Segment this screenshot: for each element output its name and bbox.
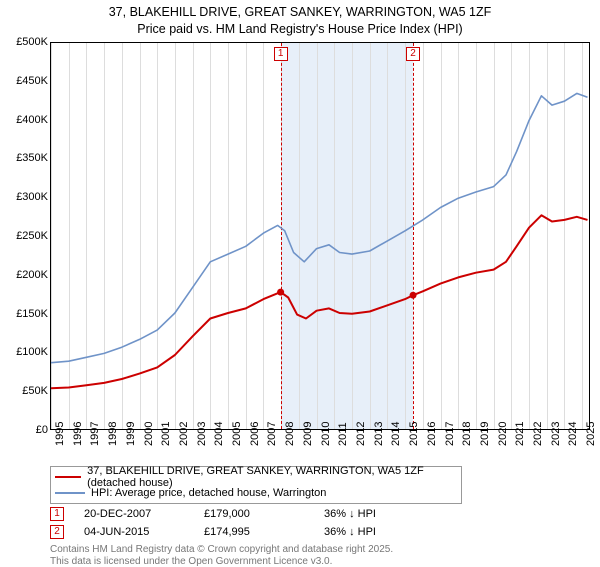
x-tick-label: 2005 [231, 422, 243, 446]
x-tick-label: 2013 [373, 422, 385, 446]
table-row: 2 04-JUN-2015 £174,995 36% ↓ HPI [50, 524, 424, 540]
x-tick-label: 2002 [178, 422, 190, 446]
chart-title: 37, BLAKEHILL DRIVE, GREAT SANKEY, WARRI… [0, 0, 600, 38]
y-tick-label: £300K [2, 191, 48, 203]
x-tick-label: 1999 [125, 422, 137, 446]
title-line2: Price paid vs. HM Land Registry's House … [137, 22, 462, 36]
y-tick-label: £350K [2, 152, 48, 164]
x-tick-label: 2008 [284, 422, 296, 446]
attribution: Contains HM Land Registry data © Crown c… [50, 544, 393, 567]
transactions-table: 1 20-DEC-2007 £179,000 36% ↓ HPI 2 04-JU… [50, 506, 424, 542]
x-tick-label: 1998 [107, 422, 119, 446]
plot-area: 12 [50, 42, 590, 430]
y-tick-label: £150K [2, 308, 48, 320]
x-tick-label: 2007 [266, 422, 278, 446]
y-tick-label: £100K [2, 346, 48, 358]
attribution-line2: This data is licensed under the Open Gov… [50, 556, 332, 567]
y-tick-label: £250K [2, 230, 48, 242]
chart-container: 37, BLAKEHILL DRIVE, GREAT SANKEY, WARRI… [0, 0, 600, 560]
sale-point [277, 289, 284, 296]
legend-swatch-property [55, 476, 81, 478]
y-tick-label: £50K [2, 385, 48, 397]
table-row: 1 20-DEC-2007 £179,000 36% ↓ HPI [50, 506, 424, 522]
x-tick-label: 2021 [514, 422, 526, 446]
x-tick-label: 2001 [160, 422, 172, 446]
x-tick-label: 1997 [89, 422, 101, 446]
sale-pct: 36% ↓ HPI [324, 508, 424, 520]
y-tick-label: £400K [2, 114, 48, 126]
x-tick-label: 2024 [567, 422, 579, 446]
legend-label-hpi: HPI: Average price, detached house, Warr… [91, 487, 326, 499]
series-hpi [51, 93, 588, 362]
x-tick-label: 2018 [461, 422, 473, 446]
series-property [51, 215, 588, 388]
series-svg [51, 43, 591, 431]
x-tick-label: 1995 [54, 422, 66, 446]
x-tick-label: 2016 [426, 422, 438, 446]
x-tick-label: 1996 [72, 422, 84, 446]
attribution-line1: Contains HM Land Registry data © Crown c… [50, 544, 393, 555]
sale-pct: 36% ↓ HPI [324, 526, 424, 538]
x-tick-label: 2004 [213, 422, 225, 446]
x-tick-label: 2023 [550, 422, 562, 446]
y-tick-label: £450K [2, 75, 48, 87]
x-tick-label: 2019 [479, 422, 491, 446]
x-tick-label: 2011 [337, 422, 349, 446]
legend-swatch-hpi [55, 492, 85, 494]
legend-label-property: 37, BLAKEHILL DRIVE, GREAT SANKEY, WARRI… [87, 465, 457, 489]
y-tick-label: £0 [2, 424, 48, 436]
x-tick-label: 2012 [355, 422, 367, 446]
sale-marker-2: 2 [50, 525, 64, 539]
x-tick-label: 2022 [532, 422, 544, 446]
legend: 37, BLAKEHILL DRIVE, GREAT SANKEY, WARRI… [50, 466, 462, 504]
y-tick-label: £500K [2, 36, 48, 48]
x-tick-label: 2003 [196, 422, 208, 446]
x-tick-label: 2000 [143, 422, 155, 446]
sale-date: 04-JUN-2015 [84, 526, 204, 538]
x-tick-label: 2014 [390, 422, 402, 446]
title-line1: 37, BLAKEHILL DRIVE, GREAT SANKEY, WARRI… [109, 5, 492, 19]
y-tick-label: £200K [2, 269, 48, 281]
x-tick-label: 2009 [302, 422, 314, 446]
sale-price: £179,000 [204, 508, 324, 520]
x-tick-label: 2015 [408, 422, 420, 446]
x-tick-label: 2010 [320, 422, 332, 446]
x-tick-label: 2017 [444, 422, 456, 446]
sale-price: £174,995 [204, 526, 324, 538]
sale-marker-1: 1 [50, 507, 64, 521]
x-tick-label: 2020 [497, 422, 509, 446]
x-tick-label: 2006 [249, 422, 261, 446]
sale-point [410, 292, 417, 299]
x-tick-label: 2025 [585, 422, 597, 446]
sale-date: 20-DEC-2007 [84, 508, 204, 520]
legend-item-property: 37, BLAKEHILL DRIVE, GREAT SANKEY, WARRI… [55, 469, 457, 485]
